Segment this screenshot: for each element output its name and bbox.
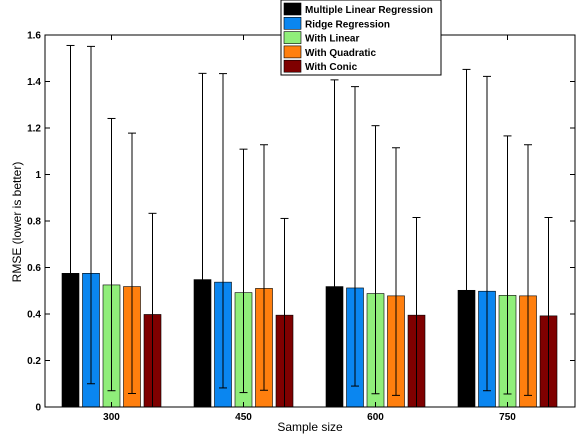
legend-box	[280, 0, 442, 76]
y-axis-title: RMSE (lower is better)	[10, 162, 24, 283]
legend-entry: With Linear	[305, 34, 359, 45]
y-tick-label: 0	[35, 403, 41, 414]
x-axis: 300 450 600 750	[103, 35, 516, 423]
legend: Multiple Linear Regression Ridge Regressi…	[280, 0, 442, 76]
bar	[193, 279, 212, 408]
y-tick-label: 1	[35, 170, 41, 181]
x-tick-label: 450	[235, 412, 252, 423]
y-tick-label: 1.2	[27, 124, 41, 135]
legend-swatch	[283, 59, 302, 73]
x-axis-title: Sample size	[277, 420, 343, 434]
legend-entry: With Quadratic	[305, 48, 376, 59]
legend-entry: Multiple Linear Regression	[305, 5, 433, 16]
y-axis: 0 0.2 0.4 0.6 0.8 1 1.2 1.4 1.6	[27, 31, 575, 414]
legend-entry: With Conic	[305, 62, 358, 73]
x-tick-label: 300	[103, 412, 120, 423]
bar	[457, 289, 476, 408]
legend-swatch	[283, 45, 302, 59]
y-tick-label: 0.6	[27, 263, 41, 274]
y-tick-label: 0.8	[27, 217, 41, 228]
legend-swatch	[283, 2, 302, 16]
y-tick-label: 1.4	[27, 77, 41, 88]
legend-swatch	[283, 16, 302, 30]
y-tick-label: 1.6	[27, 31, 41, 42]
bar	[325, 286, 344, 408]
x-tick-label: 600	[367, 412, 384, 423]
x-tick-label: 750	[499, 412, 516, 423]
legend-entry: Ridge Regression	[305, 19, 390, 30]
error-bars-layer	[66, 44, 553, 407]
legend-swatch	[283, 31, 302, 44]
bars-layer	[61, 273, 558, 408]
bar	[61, 273, 80, 408]
y-tick-label: 0.4	[27, 310, 41, 321]
y-tick-label: 0.2	[27, 356, 41, 367]
